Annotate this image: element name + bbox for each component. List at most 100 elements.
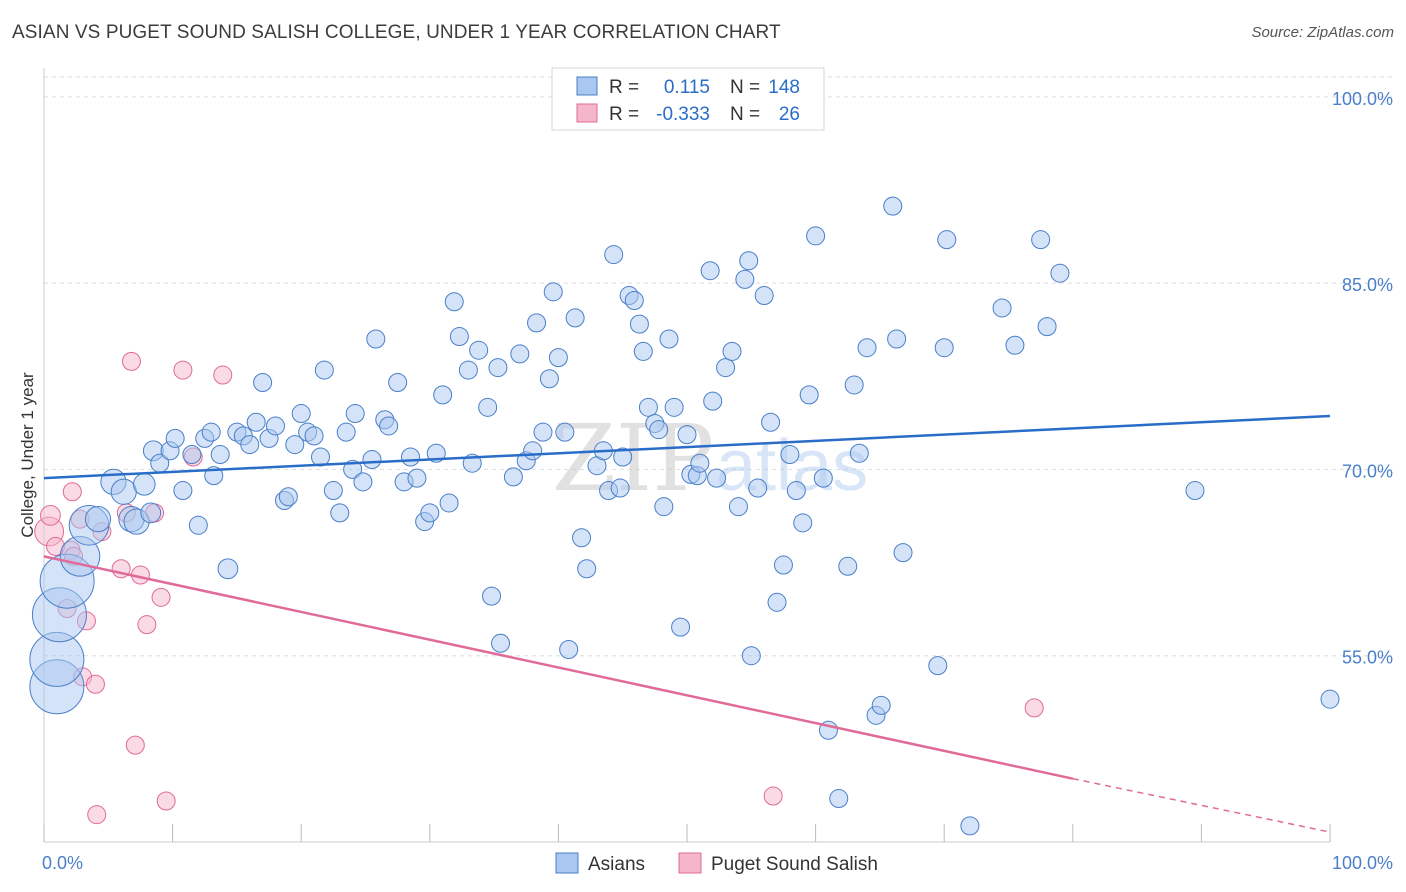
asian-point-72 [527, 313, 547, 333]
asian-point-130 [871, 695, 891, 715]
salish-point-5 [62, 482, 82, 502]
asian-point-46 [362, 449, 382, 469]
asian-point-136 [937, 230, 957, 250]
legend-n-value-salish: 26 [779, 104, 800, 125]
asian-point-128 [857, 338, 877, 358]
asian-point-137 [960, 816, 980, 836]
legend-r-value-asians: 0.115 [664, 77, 710, 98]
asian-point-49 [379, 416, 399, 436]
asian-point-23 [210, 445, 230, 465]
trend-lines [43, 414, 1331, 833]
legend-n-value-asians: 148 [768, 77, 800, 98]
asian-point-19 [188, 515, 208, 535]
asian-point-108 [728, 497, 748, 517]
asian-point-81 [577, 559, 597, 579]
asian-point-125 [838, 556, 858, 576]
source-label: Source: ZipAtlas.com [1251, 24, 1394, 41]
salish-point-22 [173, 360, 193, 380]
asian-point-139 [1005, 335, 1025, 355]
asian-point-142 [1050, 263, 1070, 283]
asian-point-96 [659, 329, 679, 349]
asian-point-69 [510, 344, 530, 364]
asian-point-31 [265, 416, 285, 436]
asian-point-8 [110, 478, 137, 505]
asian-point-73 [533, 422, 553, 442]
asian-point-126 [844, 375, 864, 395]
asian-point-52 [401, 447, 421, 467]
asian-point-140 [1031, 230, 1051, 250]
salish-point-21 [156, 791, 176, 811]
asian-point-29 [253, 372, 273, 392]
asian-point-65 [482, 586, 502, 606]
asian-point-12 [140, 502, 162, 524]
y-tick-label-55: 55.0% [1342, 648, 1393, 668]
salish-point-20 [151, 587, 171, 607]
asian-point-87 [613, 447, 633, 467]
asians-trend-line [43, 414, 1331, 480]
bottom-legend-asians: Asians [588, 854, 645, 875]
stats-legend: R = 0.115 N = 148 R = -0.333 N = 26 [551, 67, 825, 131]
asian-point-133 [893, 543, 913, 563]
asians-points [29, 196, 1340, 836]
asian-point-95 [654, 497, 674, 517]
asian-point-110 [739, 251, 759, 271]
asian-point-117 [780, 445, 800, 465]
asian-point-43 [343, 459, 363, 479]
axes-layer [43, 68, 1331, 843]
salish-point-26 [1024, 698, 1044, 718]
asian-point-116 [773, 555, 793, 575]
asian-point-53 [407, 468, 427, 488]
y-tick-label-70: 70.0% [1342, 461, 1393, 481]
asian-point-17 [173, 481, 193, 501]
asian-point-55 [420, 503, 440, 523]
legend-swatch-salish [576, 103, 598, 123]
asian-point-97 [664, 397, 684, 417]
asian-point-115 [767, 592, 787, 612]
legend-n-label-salish: N = [730, 104, 760, 125]
asian-point-64 [478, 397, 498, 417]
asian-point-58 [439, 493, 459, 513]
asian-point-105 [707, 468, 727, 488]
asian-point-107 [722, 341, 742, 361]
asian-point-121 [806, 226, 826, 246]
asian-point-57 [433, 385, 453, 405]
asian-point-90 [629, 314, 649, 334]
asian-point-41 [330, 503, 350, 523]
asian-point-68 [503, 467, 523, 487]
asian-point-35 [291, 404, 311, 424]
asian-point-118 [786, 481, 806, 501]
salish-point-10 [85, 674, 105, 694]
bottom-legend: Asians Puget Sound Salish [555, 852, 878, 875]
legend-r-label-asians: R = [609, 77, 639, 98]
asian-point-28 [246, 412, 266, 432]
salish-point-16 [125, 735, 145, 755]
asian-point-74 [539, 369, 559, 389]
y-tick-label-85: 85.0% [1342, 275, 1393, 295]
asian-point-104 [703, 391, 723, 411]
asian-point-10 [133, 473, 156, 496]
legend-n-label-asians: N = [730, 77, 760, 98]
asian-point-120 [799, 385, 819, 405]
asian-point-131 [883, 196, 903, 216]
y-tick-label-100: 100.0% [1332, 89, 1393, 109]
asian-point-66 [488, 358, 508, 378]
asian-point-114 [761, 412, 781, 432]
asian-point-102 [690, 453, 710, 473]
asian-point-144 [1320, 689, 1340, 709]
asian-point-71 [523, 441, 543, 461]
asian-point-85 [604, 245, 624, 265]
asian-point-24 [217, 558, 239, 580]
asian-point-59 [444, 292, 464, 312]
asian-point-40 [323, 481, 343, 501]
asian-point-92 [638, 397, 658, 417]
asian-point-42 [336, 422, 356, 442]
salish-point-11 [87, 805, 107, 825]
asian-point-77 [555, 422, 575, 442]
asian-point-98 [671, 617, 691, 637]
asian-point-6 [84, 505, 112, 533]
asian-point-94 [649, 420, 669, 440]
asian-point-103 [700, 261, 720, 281]
asian-point-37 [304, 426, 324, 446]
legend-r-label-salish: R = [609, 104, 639, 125]
asian-point-111 [741, 646, 761, 666]
